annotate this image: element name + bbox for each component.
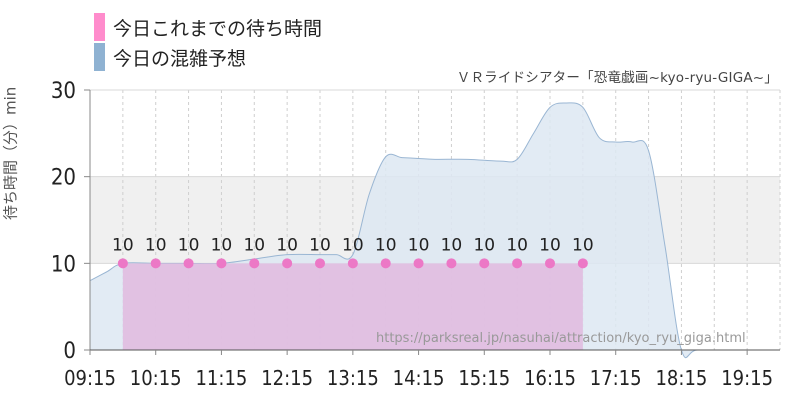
current-point <box>577 258 588 269</box>
current-point <box>282 258 293 269</box>
source-url: https://parksreal.jp/nasuhai/attraction/… <box>376 331 746 346</box>
current-data-label: 10 <box>408 235 430 255</box>
current-point <box>347 258 358 269</box>
x-tick-label: 18:15 <box>655 366 707 390</box>
current-data-label: 10 <box>276 235 298 255</box>
attraction-title: ＶＲライドシアター「恐竜戯画~kyo-ryu-GIGA~」 <box>456 70 778 86</box>
y-tick-label: 0 <box>63 339 76 364</box>
current-point <box>512 258 523 269</box>
x-tick-label: 14:15 <box>393 366 445 390</box>
current-data-label: 10 <box>211 235 233 255</box>
current-data-label: 10 <box>342 235 364 255</box>
forecast-line <box>89 102 780 359</box>
current-point <box>315 258 325 269</box>
current-data-label: 10 <box>375 235 397 255</box>
current-point <box>150 258 161 269</box>
current-data-label: 10 <box>309 235 331 255</box>
x-tick-label: 17:15 <box>590 366 642 390</box>
forecast-swatch <box>94 43 105 71</box>
x-tick-label: 16:15 <box>524 366 576 390</box>
current-data-label: 10 <box>441 235 463 255</box>
current-data-label: 10 <box>145 235 167 255</box>
current-point <box>446 258 457 269</box>
x-tick-label: 19:15 <box>721 366 773 390</box>
current-point <box>183 258 194 269</box>
current-point <box>249 258 260 269</box>
current-point <box>216 258 227 269</box>
legend-item-current: 今日これまでの待ち時間 <box>94 12 322 42</box>
y-tick-label: 20 <box>51 166 76 191</box>
current-point <box>413 258 424 269</box>
x-tick-label: 11:15 <box>195 366 247 390</box>
y-tick-label: 30 <box>51 79 76 104</box>
x-tick-label: 10:15 <box>130 366 182 390</box>
current-point <box>117 258 128 269</box>
x-tick-label: 12:15 <box>261 366 313 390</box>
current-data-label: 10 <box>473 235 495 255</box>
current-point <box>545 258 555 269</box>
current-point <box>479 258 490 269</box>
x-tick-label: 09:15 <box>64 366 116 390</box>
legend-forecast-label: 今日の混雑予想 <box>113 47 247 70</box>
current-data-label: 10 <box>178 235 200 255</box>
y-tick-label: 10 <box>51 252 76 277</box>
x-tick-label: 13:15 <box>327 366 379 390</box>
current-point <box>380 258 391 269</box>
legend-current-label: 今日これまでの待ち時間 <box>113 17 323 40</box>
legend: 今日これまでの待ち時間 今日の混雑予想 <box>94 12 322 72</box>
current-data-label: 10 <box>539 235 561 255</box>
legend-item-forecast: 今日の混雑予想 <box>94 42 322 72</box>
current-data-label: 10 <box>572 235 594 255</box>
current-swatch <box>94 13 105 41</box>
current-data-label: 10 <box>243 235 265 255</box>
current-data-label: 10 <box>506 235 528 255</box>
current-area <box>122 263 583 350</box>
x-tick-label: 15:15 <box>458 366 510 390</box>
current-data-label: 10 <box>112 235 134 255</box>
